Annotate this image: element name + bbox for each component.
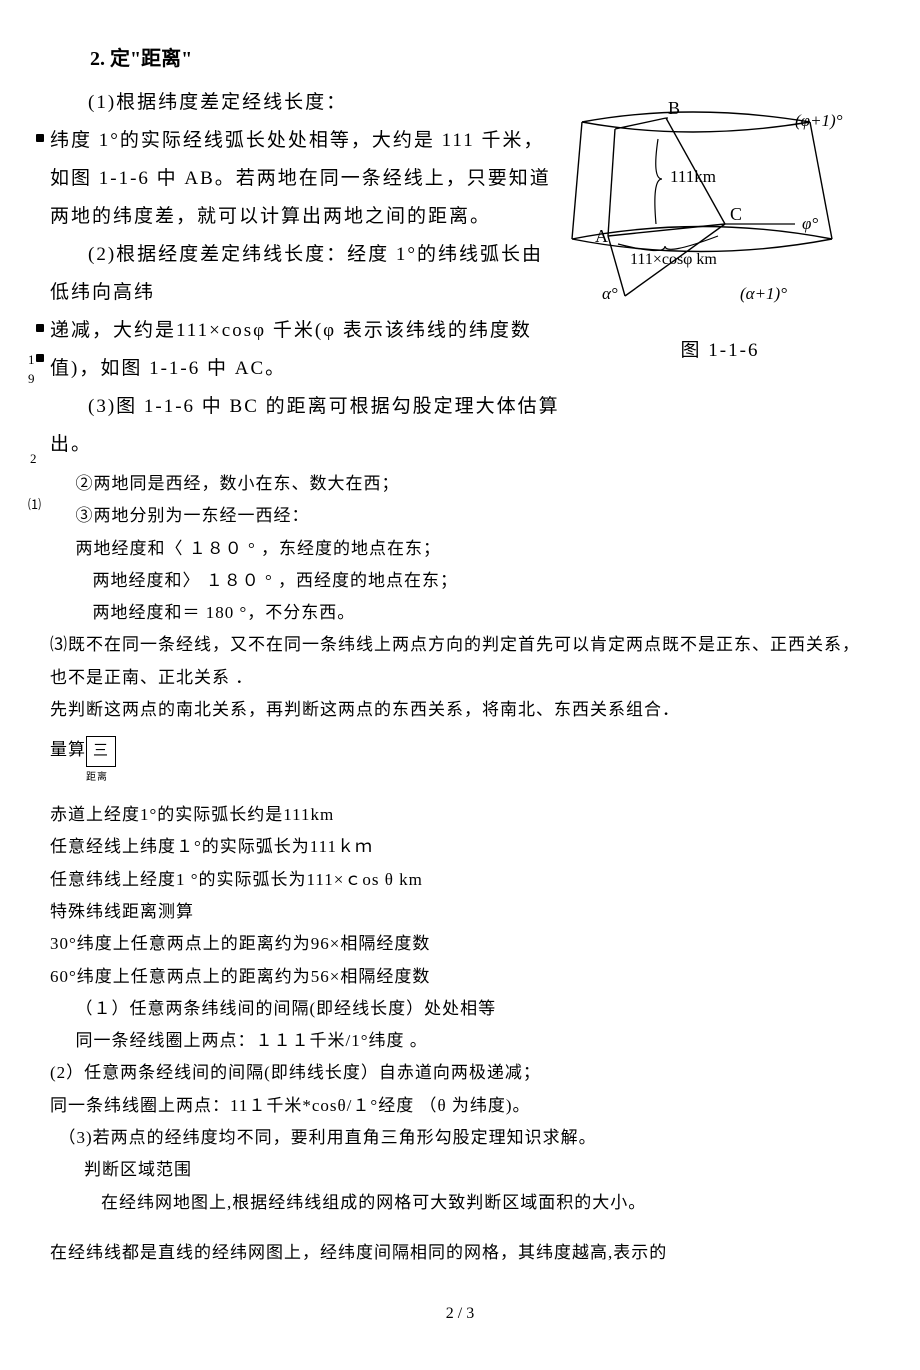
p2-text: 纬度 1°的实际经线弧长处处相等，大约是 111 千米，如图 1-1-6 中 A… bbox=[50, 130, 551, 227]
top-block: (1)根据纬度差定经线长度： 纬度 1°的实际经线弧长处处相等，大约是 111 … bbox=[50, 84, 870, 464]
brace-v bbox=[655, 139, 662, 224]
m19: （3)若两点的经纬度均不同，要利用直角三角形勾股定理知识求解。 bbox=[59, 1122, 871, 1154]
m13: 30°纬度上任意两点上的距离约为96×相隔经度数 bbox=[50, 928, 870, 960]
m2: ③两地分别为一东经一西经： bbox=[76, 500, 871, 532]
arc-top-under bbox=[582, 122, 810, 132]
p5: (3)图 1-1-6 中 BC 的距离可根据勾股定理大体估算出。 bbox=[50, 388, 560, 464]
label-C: C bbox=[730, 204, 742, 224]
p3: (2)根据经度差定纬线长度：经度 1°的纬线弧长由低纬向高纬 bbox=[50, 236, 560, 312]
label-111km: 111km bbox=[670, 167, 716, 186]
m11: 任意纬线上经度1 °的实际弧长为111×ｃos θ km bbox=[50, 864, 870, 896]
m7: 先判断这两点的南北关系，再判断这两点的东西关系，将南北、东西关系组合． bbox=[50, 694, 870, 726]
meridian-left-outer bbox=[572, 122, 582, 239]
m6: ⑶既不在同一条经线，又不在同一条纬线上两点方向的判定首先可以肯定两点既不是正东、… bbox=[50, 629, 870, 694]
label-phi-plus: (φ+1)° bbox=[795, 111, 843, 130]
m5: 两地经度和＝ 180 °，不分东西。 bbox=[93, 597, 871, 629]
m12: 特殊纬线距离测算 bbox=[50, 896, 870, 928]
m14: 60°纬度上任意两点上的距离约为56×相隔经度数 bbox=[50, 961, 870, 993]
label-A: A bbox=[595, 226, 608, 246]
label-alpha-plus: (α+1)° bbox=[740, 284, 787, 303]
bullet-icon bbox=[36, 134, 44, 142]
bullet-icon bbox=[36, 354, 44, 362]
m10: 任意经线上纬度１°的实际弧长为111ｋｍ bbox=[50, 831, 870, 863]
m8-post: 距离 bbox=[86, 772, 108, 783]
m21: 在经纬网地图上,根据经纬线组成的网格可大致判断区域面积的大小。 bbox=[101, 1187, 870, 1219]
bullet-icon bbox=[36, 324, 44, 332]
m3: 两地经度和〈 １８０ ° ，东经度的地点在东； bbox=[76, 533, 871, 565]
box-three: 三 bbox=[86, 736, 116, 767]
arc-top bbox=[582, 112, 810, 122]
mid-block: ②两地同是西经，数小在东、数大在西； ③两地分别为一东经一西经： 两地经度和〈 … bbox=[50, 468, 870, 1269]
m4: 两地经度和〉 １８０ ° ，西经度的地点在东； bbox=[93, 565, 871, 597]
fragment-9: 9 bbox=[28, 366, 37, 392]
m1: ②两地同是西经，数小在东、数大在西； bbox=[76, 468, 871, 500]
label-alpha: α° bbox=[602, 284, 618, 303]
section-title: 2. 定"距离" bbox=[90, 40, 870, 78]
m8-pre: 量算 bbox=[50, 740, 86, 759]
m8-line: 量算三 距离 bbox=[50, 734, 870, 799]
left-text-column: (1)根据纬度差定经线长度： 纬度 1°的实际经线弧长处处相等，大约是 111 … bbox=[50, 84, 560, 464]
p1: (1)根据纬度差定经线长度： bbox=[50, 84, 560, 122]
fragment-circ: ⑴ bbox=[28, 492, 43, 518]
globe-diagram: B A C (φ+1)° φ° α° (α+1)° 111km 111×cosφ… bbox=[570, 84, 870, 314]
diagram-caption: 图 1-1-6 bbox=[570, 333, 870, 369]
page-footer: 2 / 3 bbox=[50, 1299, 870, 1329]
p2: 纬度 1°的实际经线弧长处处相等，大约是 111 千米，如图 1-1-6 中 A… bbox=[50, 122, 560, 236]
p4: 递减，大约是111×cosφ 千米(φ 表示该纬线的纬度数值)，如图 1-1-6… bbox=[50, 312, 560, 388]
m9: 赤道上经度1°的实际弧长约是111km bbox=[50, 799, 870, 831]
label-B: B bbox=[668, 98, 680, 118]
m16: 同一条经线圈上两点：１１１千米/1°纬度 。 bbox=[76, 1025, 871, 1057]
line-AB-left bbox=[608, 129, 615, 236]
fragment-2: 2 bbox=[30, 446, 39, 472]
m20: 判断区域范围 bbox=[84, 1154, 870, 1186]
line-AC bbox=[608, 224, 725, 236]
line-top bbox=[615, 118, 666, 129]
arc-bottom bbox=[572, 227, 832, 240]
label-phi: φ° bbox=[802, 214, 818, 233]
label-111cos: 111×cosφ km bbox=[630, 251, 717, 268]
p4-text: 递减，大约是111×cosφ 千米(φ 表示该纬线的纬度数值)，如图 1-1-6… bbox=[50, 320, 532, 379]
m17: (2）任意两条经线间的间隔(即纬线长度）自赤道向两极递减； bbox=[50, 1057, 870, 1089]
diagram-column: B A C (φ+1)° φ° α° (α+1)° 111km 111×cosφ… bbox=[570, 84, 870, 464]
m15: （１）任意两条纬线间的间隔(即经线长度）处处相等 bbox=[76, 993, 871, 1025]
m22: 在经纬线都是直线的经纬网图上，经纬度间隔相同的网格，其纬度越高,表示的 bbox=[50, 1237, 870, 1269]
m18: 同一条纬线圈上两点：11１千米*cosθ/１°经度 （θ 为纬度)。 bbox=[50, 1090, 870, 1122]
